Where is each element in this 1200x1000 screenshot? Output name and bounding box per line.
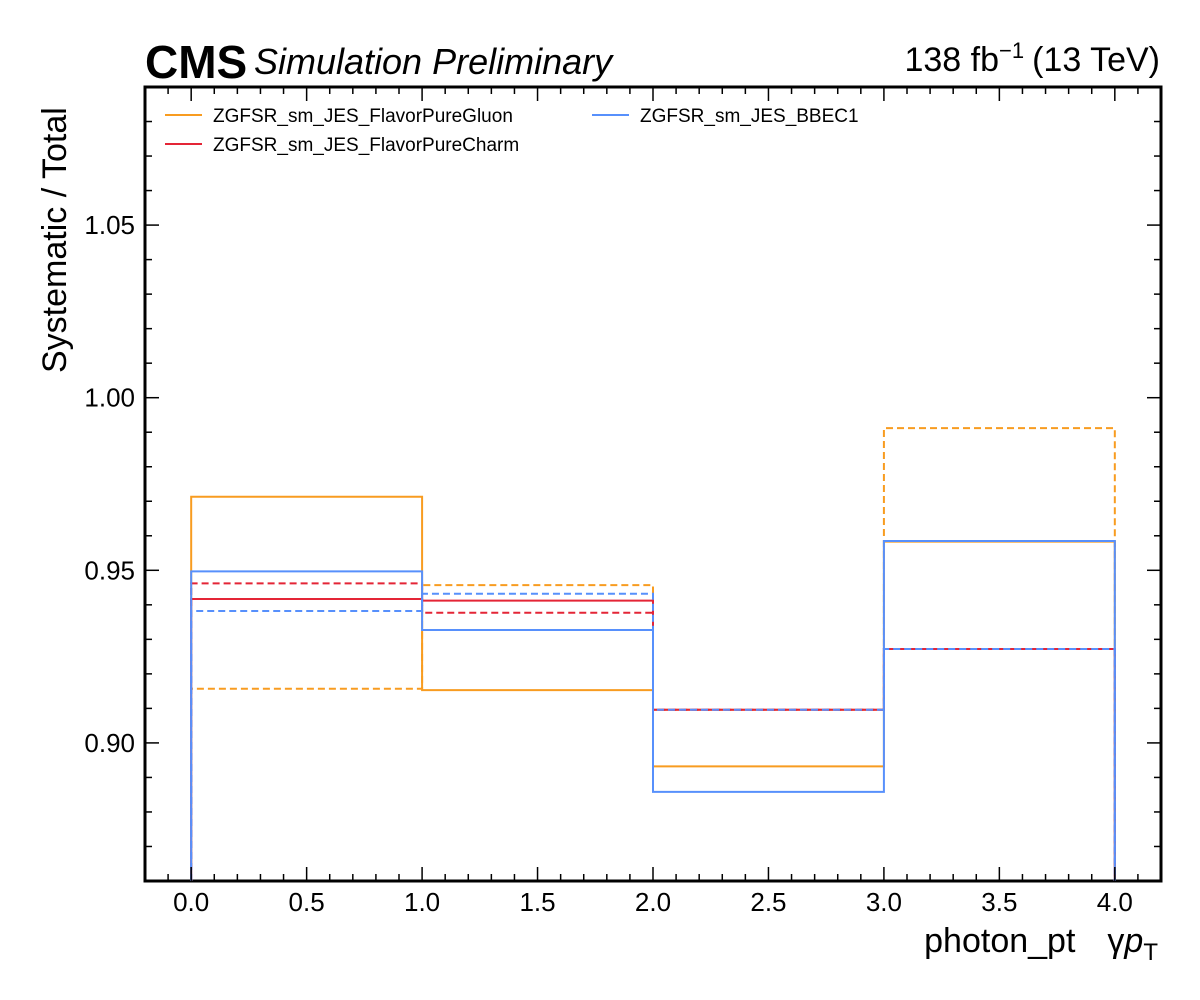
series-layer <box>190 427 1116 881</box>
legend-label-charm: ZGFSR_sm_JES_FlavorPureCharm <box>213 135 519 156</box>
series-bbec1-down <box>190 592 1116 881</box>
cms-label: CMS <box>145 36 247 88</box>
legend: ZGFSR_sm_JES_FlavorPureGluon ZGFSR_sm_JES… <box>165 106 859 156</box>
x-tick-label: 1.0 <box>404 887 440 917</box>
y-tick-label: 0.90 <box>84 728 135 758</box>
ticks-layer: 0.0 0.5 1.0 1.5 2.0 2.5 3.0 3.5 4.0 0.90 0.95 1.00 1… <box>84 86 1161 917</box>
x-axis-label-symbol: γ <box>1107 922 1124 960</box>
legend-label-bbec1: ZGFSR_sm_JES_BBEC1 <box>640 106 859 127</box>
x-tick-label: 2.0 <box>635 887 671 917</box>
lumi-label: 138 fb−1 (13 TeV) <box>904 38 1160 79</box>
x-axis-label-sub: T <box>1143 939 1158 966</box>
x-tick-label: 1.5 <box>519 887 555 917</box>
x-tick-label: 4.0 <box>1097 887 1133 917</box>
lumi-energy: (13 TeV) <box>1032 41 1160 79</box>
x-tick-label: 3.5 <box>981 887 1017 917</box>
x-tick-label: 3.0 <box>866 887 902 917</box>
x-tick-label: 0.0 <box>173 887 209 917</box>
legend-label-gluon: ZGFSR_sm_JES_FlavorPureGluon <box>213 106 513 127</box>
y-axis-label: Systematic / Total <box>36 107 74 373</box>
y-tick-label: 0.95 <box>84 555 135 585</box>
lumi-exponent: −1 <box>999 38 1024 63</box>
x-axis-label-p: p <box>1123 922 1143 960</box>
x-tick-label: 2.5 <box>750 887 786 917</box>
series-bbec1-up <box>190 539 1116 881</box>
status-label: Simulation Preliminary <box>254 41 614 82</box>
y-tick-label: 1.00 <box>84 383 135 413</box>
lumi-value: 138 fb <box>904 41 999 79</box>
x-tick-label: 0.5 <box>289 887 325 917</box>
x-axis-label-main: photon_pt <box>924 922 1076 960</box>
y-tick-label: 1.05 <box>84 210 135 240</box>
x-axis-label: photon_pt γpT <box>924 922 1158 966</box>
